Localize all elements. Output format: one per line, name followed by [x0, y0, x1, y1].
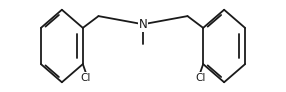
Text: Cl: Cl: [195, 73, 206, 83]
Text: N: N: [139, 18, 147, 31]
Text: Cl: Cl: [80, 73, 91, 83]
